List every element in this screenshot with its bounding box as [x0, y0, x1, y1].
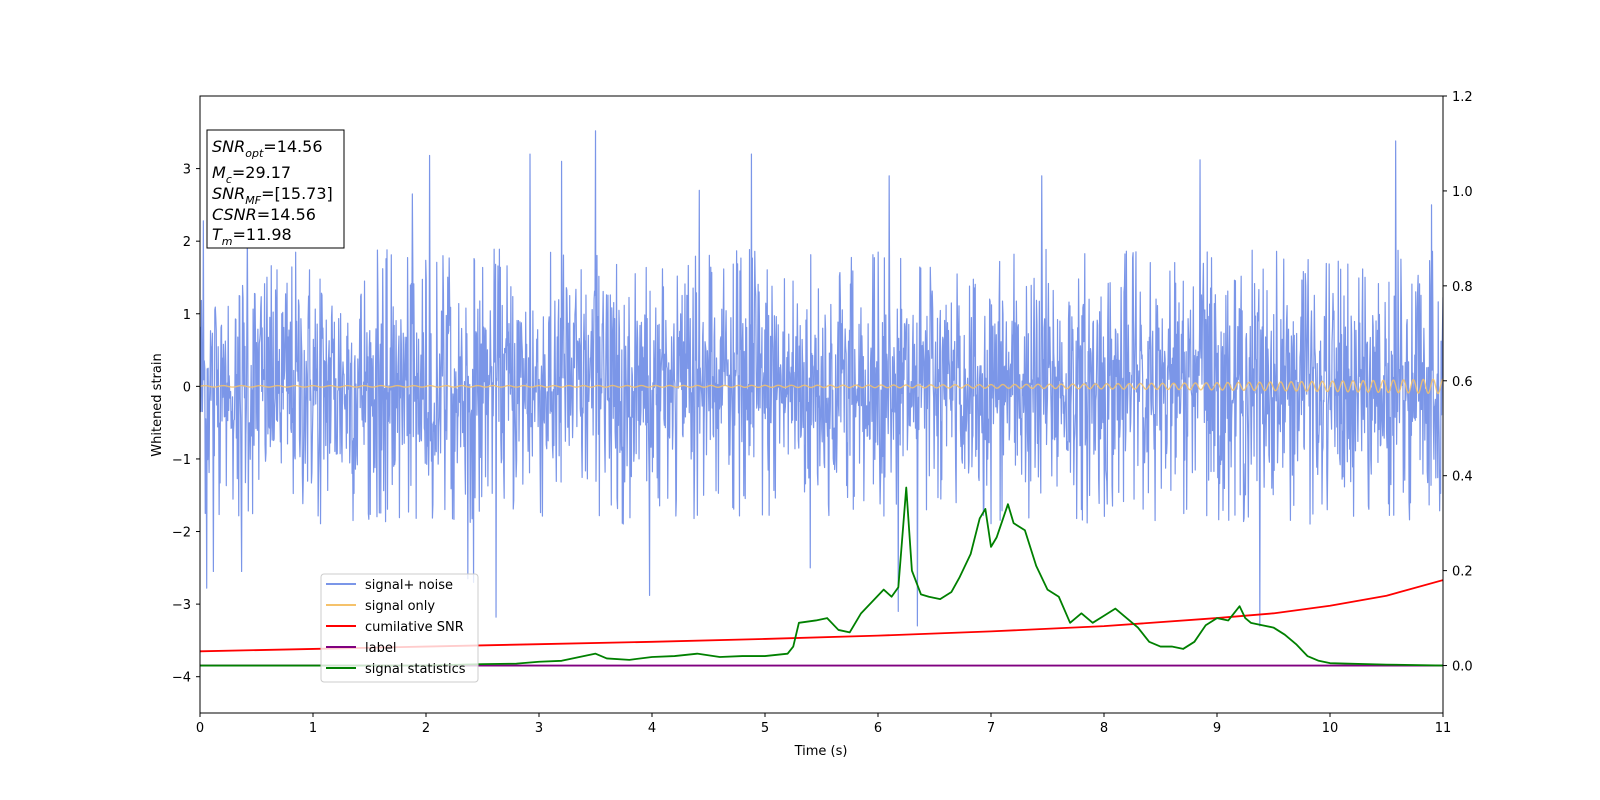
- x-tick-label: 6: [874, 721, 882, 736]
- annotation-snr-opt: SNRopt=14.56: [212, 137, 323, 160]
- legend-label-cumulative-snr: cumilative SNR: [365, 620, 464, 635]
- y-axis-title: Whitened strain: [150, 353, 165, 456]
- y-right-tick-label: 0.2: [1452, 565, 1473, 580]
- x-tick-label: 5: [761, 721, 769, 736]
- legend-label-signal-statistics: signal statistics: [365, 662, 466, 677]
- y-right-tick-label: 0.4: [1452, 470, 1473, 485]
- annotation-csnr: CSNR=14.56: [212, 205, 316, 224]
- x-tick-label: 8: [1100, 721, 1108, 736]
- y-left-tick-label: 3: [183, 163, 191, 178]
- x-tick-label: 3: [535, 721, 543, 736]
- annotation-snr-mf: SNRMF=[15.73]: [212, 184, 333, 207]
- x-tick-label: 7: [987, 721, 995, 736]
- legend-frame: [320, 573, 479, 683]
- x-tick-label: 4: [648, 721, 656, 736]
- y-left-tick-label: 1: [183, 308, 191, 323]
- y-left-tick-label: −4: [172, 671, 191, 686]
- x-tick-label: 11: [1435, 721, 1452, 736]
- annotation-tm: Tm=11.98: [212, 225, 292, 248]
- plot-frame: [199, 95, 1444, 714]
- y-left-tick-label: −2: [172, 526, 191, 541]
- axes: 0 1 2 3 4 5 6 7 8 9 10 11 −4 −3 −2 −1 0 1 2 3 0.0 0.2 0.4 0.6 0.…: [172, 90, 1473, 736]
- series-signal-noise: [200, 130, 1443, 627]
- legend-label-label: label: [365, 641, 396, 656]
- legend-label-signal-noise: signal+ noise: [365, 578, 453, 593]
- legend: signal+ noise signal only cumilative SNR…: [320, 573, 479, 683]
- x-tick-label: 10: [1322, 721, 1339, 736]
- y-right-tick-label: 0.6: [1452, 375, 1473, 390]
- y-left-tick-label: 2: [183, 235, 191, 250]
- stats-annotation-box: SNRopt=14.56 Mc=29.17 SNRMF=[15.73] CSNR…: [206, 129, 345, 249]
- x-tick-label: 1: [309, 721, 317, 736]
- series-signal-statistics: [200, 486, 1443, 667]
- x-tick-label: 2: [422, 721, 430, 736]
- x-tick-label: 9: [1213, 721, 1221, 736]
- y-left-tick-label: 0: [183, 380, 191, 395]
- x-axis-title: Time (s): [794, 744, 848, 759]
- annotation-mc: Mc=29.17: [212, 163, 291, 186]
- y-right-tick-label: 0.0: [1452, 660, 1473, 675]
- series-signal-only: [200, 378, 1443, 395]
- y-right-tick-label: 1.2: [1452, 90, 1473, 105]
- annotation-frame: [206, 129, 345, 249]
- y-right-tick-label: 1.0: [1452, 185, 1473, 200]
- y-left-tick-label: −3: [172, 598, 191, 613]
- y-left-tick-label: −1: [172, 453, 191, 468]
- y-right-tick-label: 0.8: [1452, 280, 1473, 295]
- legend-label-signal-only: signal only: [365, 599, 435, 614]
- x-tick-label: 0: [196, 721, 204, 736]
